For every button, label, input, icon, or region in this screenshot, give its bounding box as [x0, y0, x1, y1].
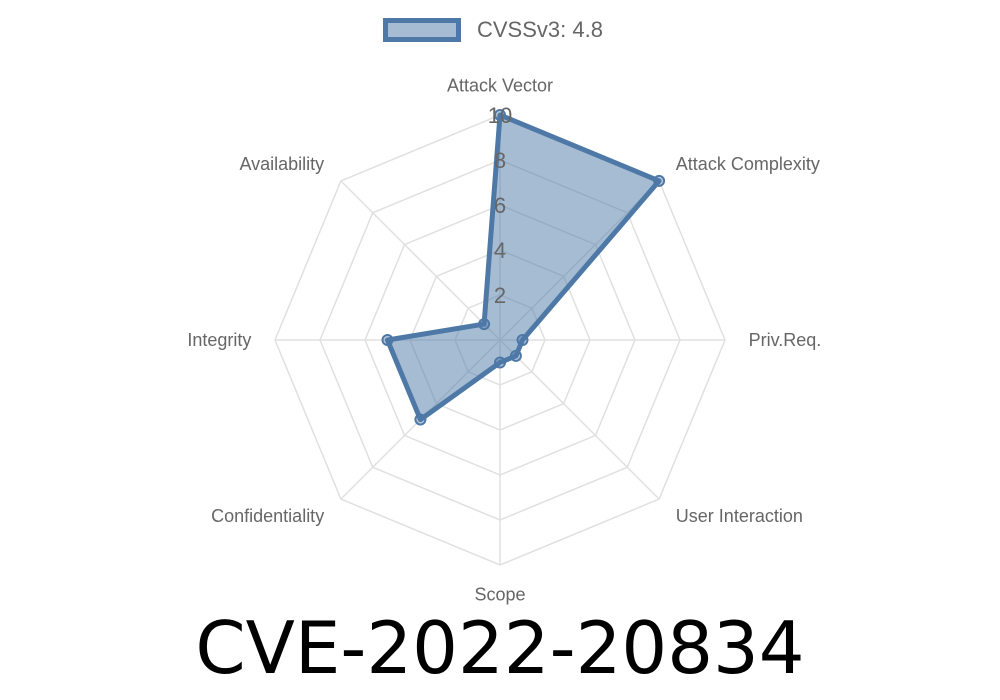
series-area [385, 112, 662, 423]
axis-label: Attack Complexity [676, 154, 820, 174]
tick-label: 8 [494, 148, 506, 173]
tick-label: 2 [494, 283, 506, 308]
legend-label: CVSSv3: 4.8 [477, 17, 603, 42]
legend-swatch [383, 18, 461, 42]
data-point [494, 356, 506, 369]
axis-label: User Interaction [676, 506, 803, 526]
axis-label: Scope [474, 585, 525, 605]
cve-title: CVE-2022-20834 [195, 606, 805, 690]
axis-label: Attack Vector [447, 75, 553, 95]
axis-label: Integrity [187, 330, 251, 350]
data-point [478, 318, 491, 331]
tick-label: 4 [494, 238, 506, 263]
data-point [381, 334, 394, 346]
grid-spoke [340, 180, 501, 341]
data-point [509, 349, 522, 362]
axis-label: Priv.Req. [749, 330, 822, 350]
data-point [414, 413, 427, 426]
axis-label: Confidentiality [211, 506, 324, 526]
legend: CVSSv3: 4.8 [383, 17, 603, 43]
axis-label: Availability [239, 154, 324, 174]
data-point [494, 109, 506, 121]
data-point [653, 174, 666, 187]
grid-spoke [499, 339, 660, 500]
tick-label: 10 [488, 103, 512, 128]
data-point [516, 334, 529, 346]
tick-label: 6 [494, 193, 506, 218]
